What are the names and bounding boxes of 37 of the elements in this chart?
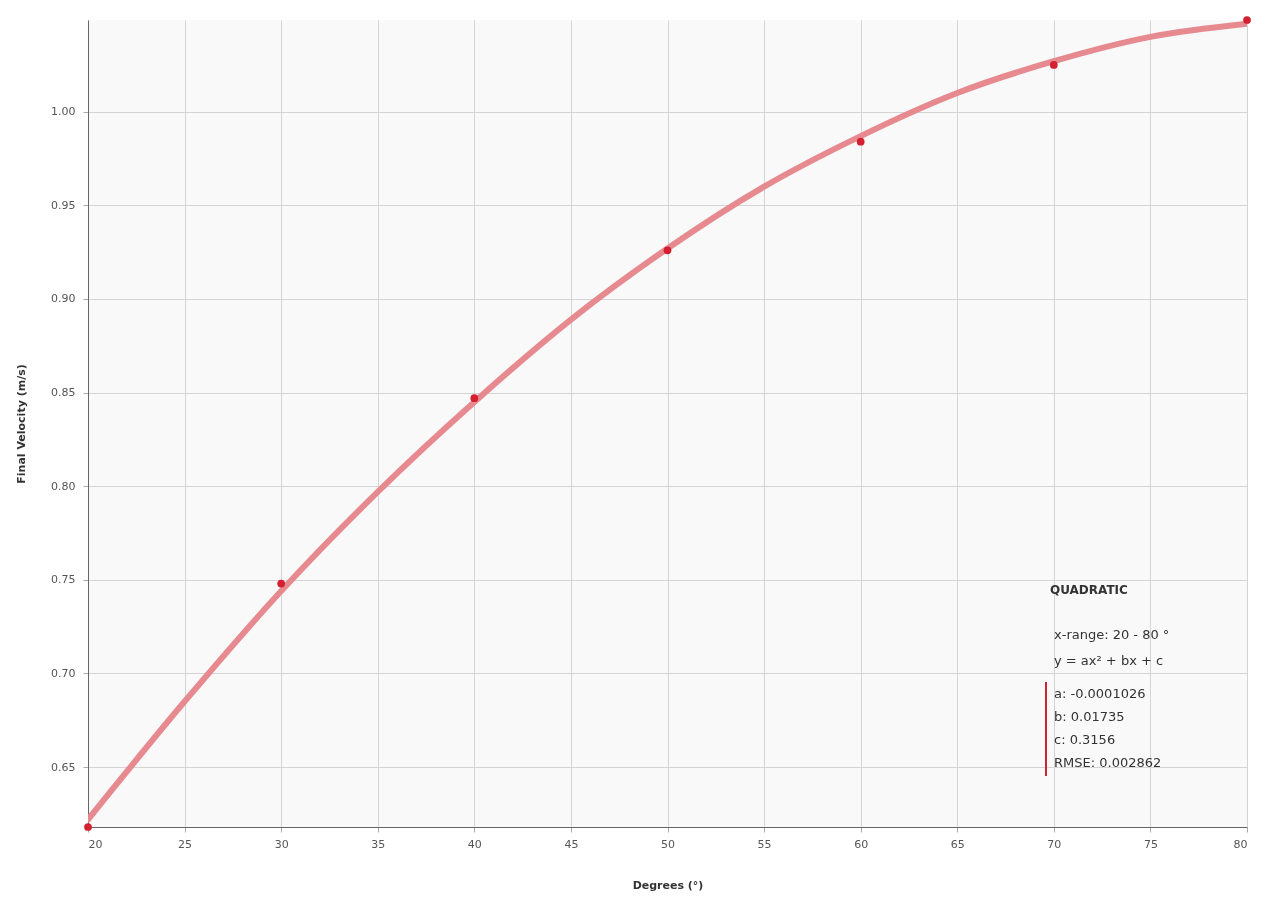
y-tick-label: 0.80 bbox=[51, 479, 76, 493]
x-tick-label: 25 bbox=[178, 837, 193, 851]
x-tick-label: 80 bbox=[1233, 837, 1248, 851]
point bbox=[1243, 16, 1251, 24]
point bbox=[277, 579, 286, 588]
point bbox=[84, 823, 92, 831]
y-tick-label: 0.65 bbox=[51, 760, 76, 774]
annotation: QUADRATIC bbox=[1050, 583, 1129, 597]
point bbox=[470, 394, 479, 403]
annotation: x-range: 20 - 80 ° bbox=[1054, 627, 1170, 642]
x-tick-label: 55 bbox=[757, 837, 772, 851]
point bbox=[856, 137, 865, 146]
y-tick-label: 0.85 bbox=[51, 386, 76, 400]
annotation: a: -0.0001026 bbox=[1054, 686, 1146, 701]
x-tick-label: 70 bbox=[1047, 837, 1062, 851]
annotation: b: 0.01735 bbox=[1054, 709, 1125, 724]
x-tick-label: 20 bbox=[88, 837, 103, 851]
point bbox=[1049, 61, 1058, 69]
y-tick-label: 1.00 bbox=[51, 105, 76, 119]
point bbox=[663, 246, 672, 255]
x-tick-label: 40 bbox=[467, 837, 482, 851]
annotation: y = ax² + bx + c bbox=[1054, 653, 1164, 668]
y-tick-label: 0.95 bbox=[51, 198, 76, 212]
x-tick-label: 50 bbox=[661, 837, 675, 851]
x-tick-label: 35 bbox=[371, 837, 386, 851]
x-tick-label: 65 bbox=[950, 837, 965, 851]
annotation: c: 0.3156 bbox=[1054, 732, 1116, 747]
x-tick-label: 45 bbox=[564, 837, 579, 851]
y-axis-title: Final Velocity (m/s) bbox=[15, 364, 29, 484]
x-tick-label: 60 bbox=[854, 837, 869, 851]
x-tick-label: 75 bbox=[1143, 837, 1158, 851]
y-tick-label: 0.70 bbox=[51, 666, 76, 680]
x-tick-label: 30 bbox=[274, 837, 289, 851]
annotation: RMSE: 0.002862 bbox=[1054, 755, 1162, 770]
y-tick-label: 0.75 bbox=[51, 573, 76, 587]
x-axis-title: Degrees (°) bbox=[632, 878, 704, 892]
y-tick-label: 0.90 bbox=[51, 292, 76, 306]
